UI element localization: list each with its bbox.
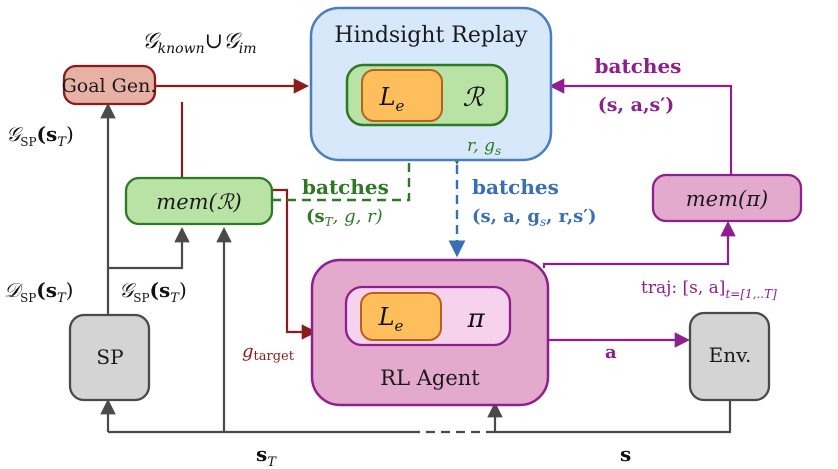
tuple-purple-label: (s, a,s′)	[598, 94, 675, 116]
goal-gen-node: Goal Gen.	[62, 64, 157, 106]
mem-r-label: mem(ℛ)	[156, 190, 241, 214]
action-label: a	[605, 342, 617, 363]
tuple-green-label: (sT, g, r)	[306, 206, 383, 229]
dsp-left-label: 𝒟SP(sT)	[4, 278, 73, 306]
le-box-hindsight	[361, 69, 443, 122]
replay-buffer-symbol: ℛ	[463, 83, 486, 113]
batches-blue-label: batches	[472, 175, 559, 199]
hindsight-replay-node: Hindsight Replay Le ℛ	[309, 6, 553, 162]
env-label: Env.	[709, 343, 752, 367]
batches-purple-label: batches	[595, 54, 682, 78]
mem-pi-label: mem(π)	[686, 187, 768, 211]
target-goal-label: gtarget	[242, 341, 295, 364]
tuple-blue-label: (s, a, gs, r,s′)	[472, 206, 597, 229]
sp-label: SP	[96, 345, 123, 369]
mem-pi-node: mem(π)	[651, 173, 803, 223]
le-symbol-rl: Le	[378, 303, 404, 335]
rl-agent-node: Le π RL Agent	[310, 258, 550, 407]
batches-green-label: batches	[302, 175, 389, 199]
goal-gen-label: Goal Gen.	[62, 75, 157, 97]
reward-goal-label: r, gs	[467, 136, 501, 158]
policy-symbol: π	[466, 304, 485, 334]
edge-goal-gen-to-rl-agent	[180, 102, 318, 340]
gsp-left-label: 𝒢SP(sT)	[6, 122, 74, 150]
hindsight-replay-title: Hindsight Replay	[334, 23, 528, 48]
goal-space-union-label: 𝒢known∪𝒢im	[142, 29, 256, 57]
edge-mem-pi-to-hindsight	[548, 78, 733, 175]
env-node: Env.	[688, 311, 771, 402]
le-box-rl	[360, 292, 442, 341]
terminal-state-label: sT	[256, 442, 277, 469]
edge-rl-agent-to-mem-pi	[542, 220, 736, 268]
state-label: s	[620, 442, 631, 466]
edge-env-to-sp-bus	[495, 400, 732, 434]
sp-node: SP	[68, 313, 151, 402]
rl-agent-title: RL Agent	[380, 366, 480, 390]
trajectory-label: traj: [s, a]t=[1,..T]	[641, 278, 777, 301]
gsp-mid-label: 𝒢SP(sT)	[119, 278, 187, 306]
edge-sp-to-mem-r	[108, 226, 190, 270]
le-symbol-hindsight: Le	[379, 83, 405, 115]
mem-r-node: mem(ℛ)	[124, 176, 274, 226]
